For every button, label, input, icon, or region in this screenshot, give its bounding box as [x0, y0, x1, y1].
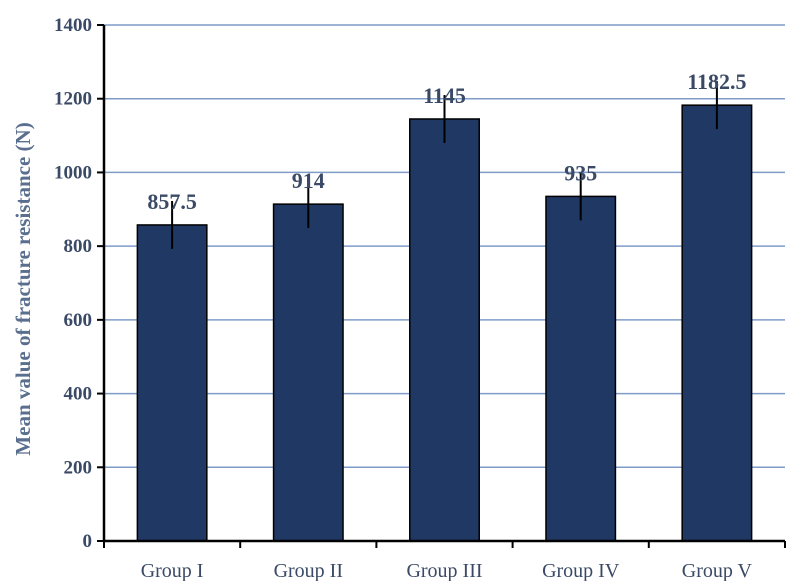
x-tick-label: Group II [274, 560, 343, 581]
x-tick-label: Group V [682, 560, 753, 581]
labels: 0 200 400 600 800 1000 1200 1400 857.5 Group I 914… [54, 15, 753, 582]
y-tick-label: 1000 [54, 162, 92, 183]
y-tick-label: 1400 [54, 15, 92, 36]
y-tick-label: 0 [83, 531, 93, 552]
bars [136, 81, 753, 542]
y-tick-label: 800 [64, 236, 93, 257]
y-tick-label: 200 [64, 457, 93, 478]
data-label: 1182.5 [687, 69, 746, 94]
y-tick-label: 400 [64, 384, 93, 405]
x-tick-label: Group III [406, 560, 482, 581]
data-label: 914 [292, 168, 325, 193]
bar [545, 195, 617, 542]
bar [136, 224, 208, 542]
axes [97, 24, 786, 548]
x-tick-label: Group IV [542, 560, 620, 581]
bar [272, 203, 344, 542]
data-label: 1145 [423, 83, 466, 108]
bar [681, 104, 753, 542]
y-tick-label: 1200 [54, 89, 92, 110]
bar [409, 118, 480, 542]
data-label: 857.5 [147, 189, 197, 214]
y-axis-title: Mean value of fracture resistance (N) [11, 122, 35, 455]
y-tick-label: 600 [64, 310, 93, 331]
x-tick-label: Group I [141, 560, 204, 581]
data-label: 935 [564, 160, 597, 185]
